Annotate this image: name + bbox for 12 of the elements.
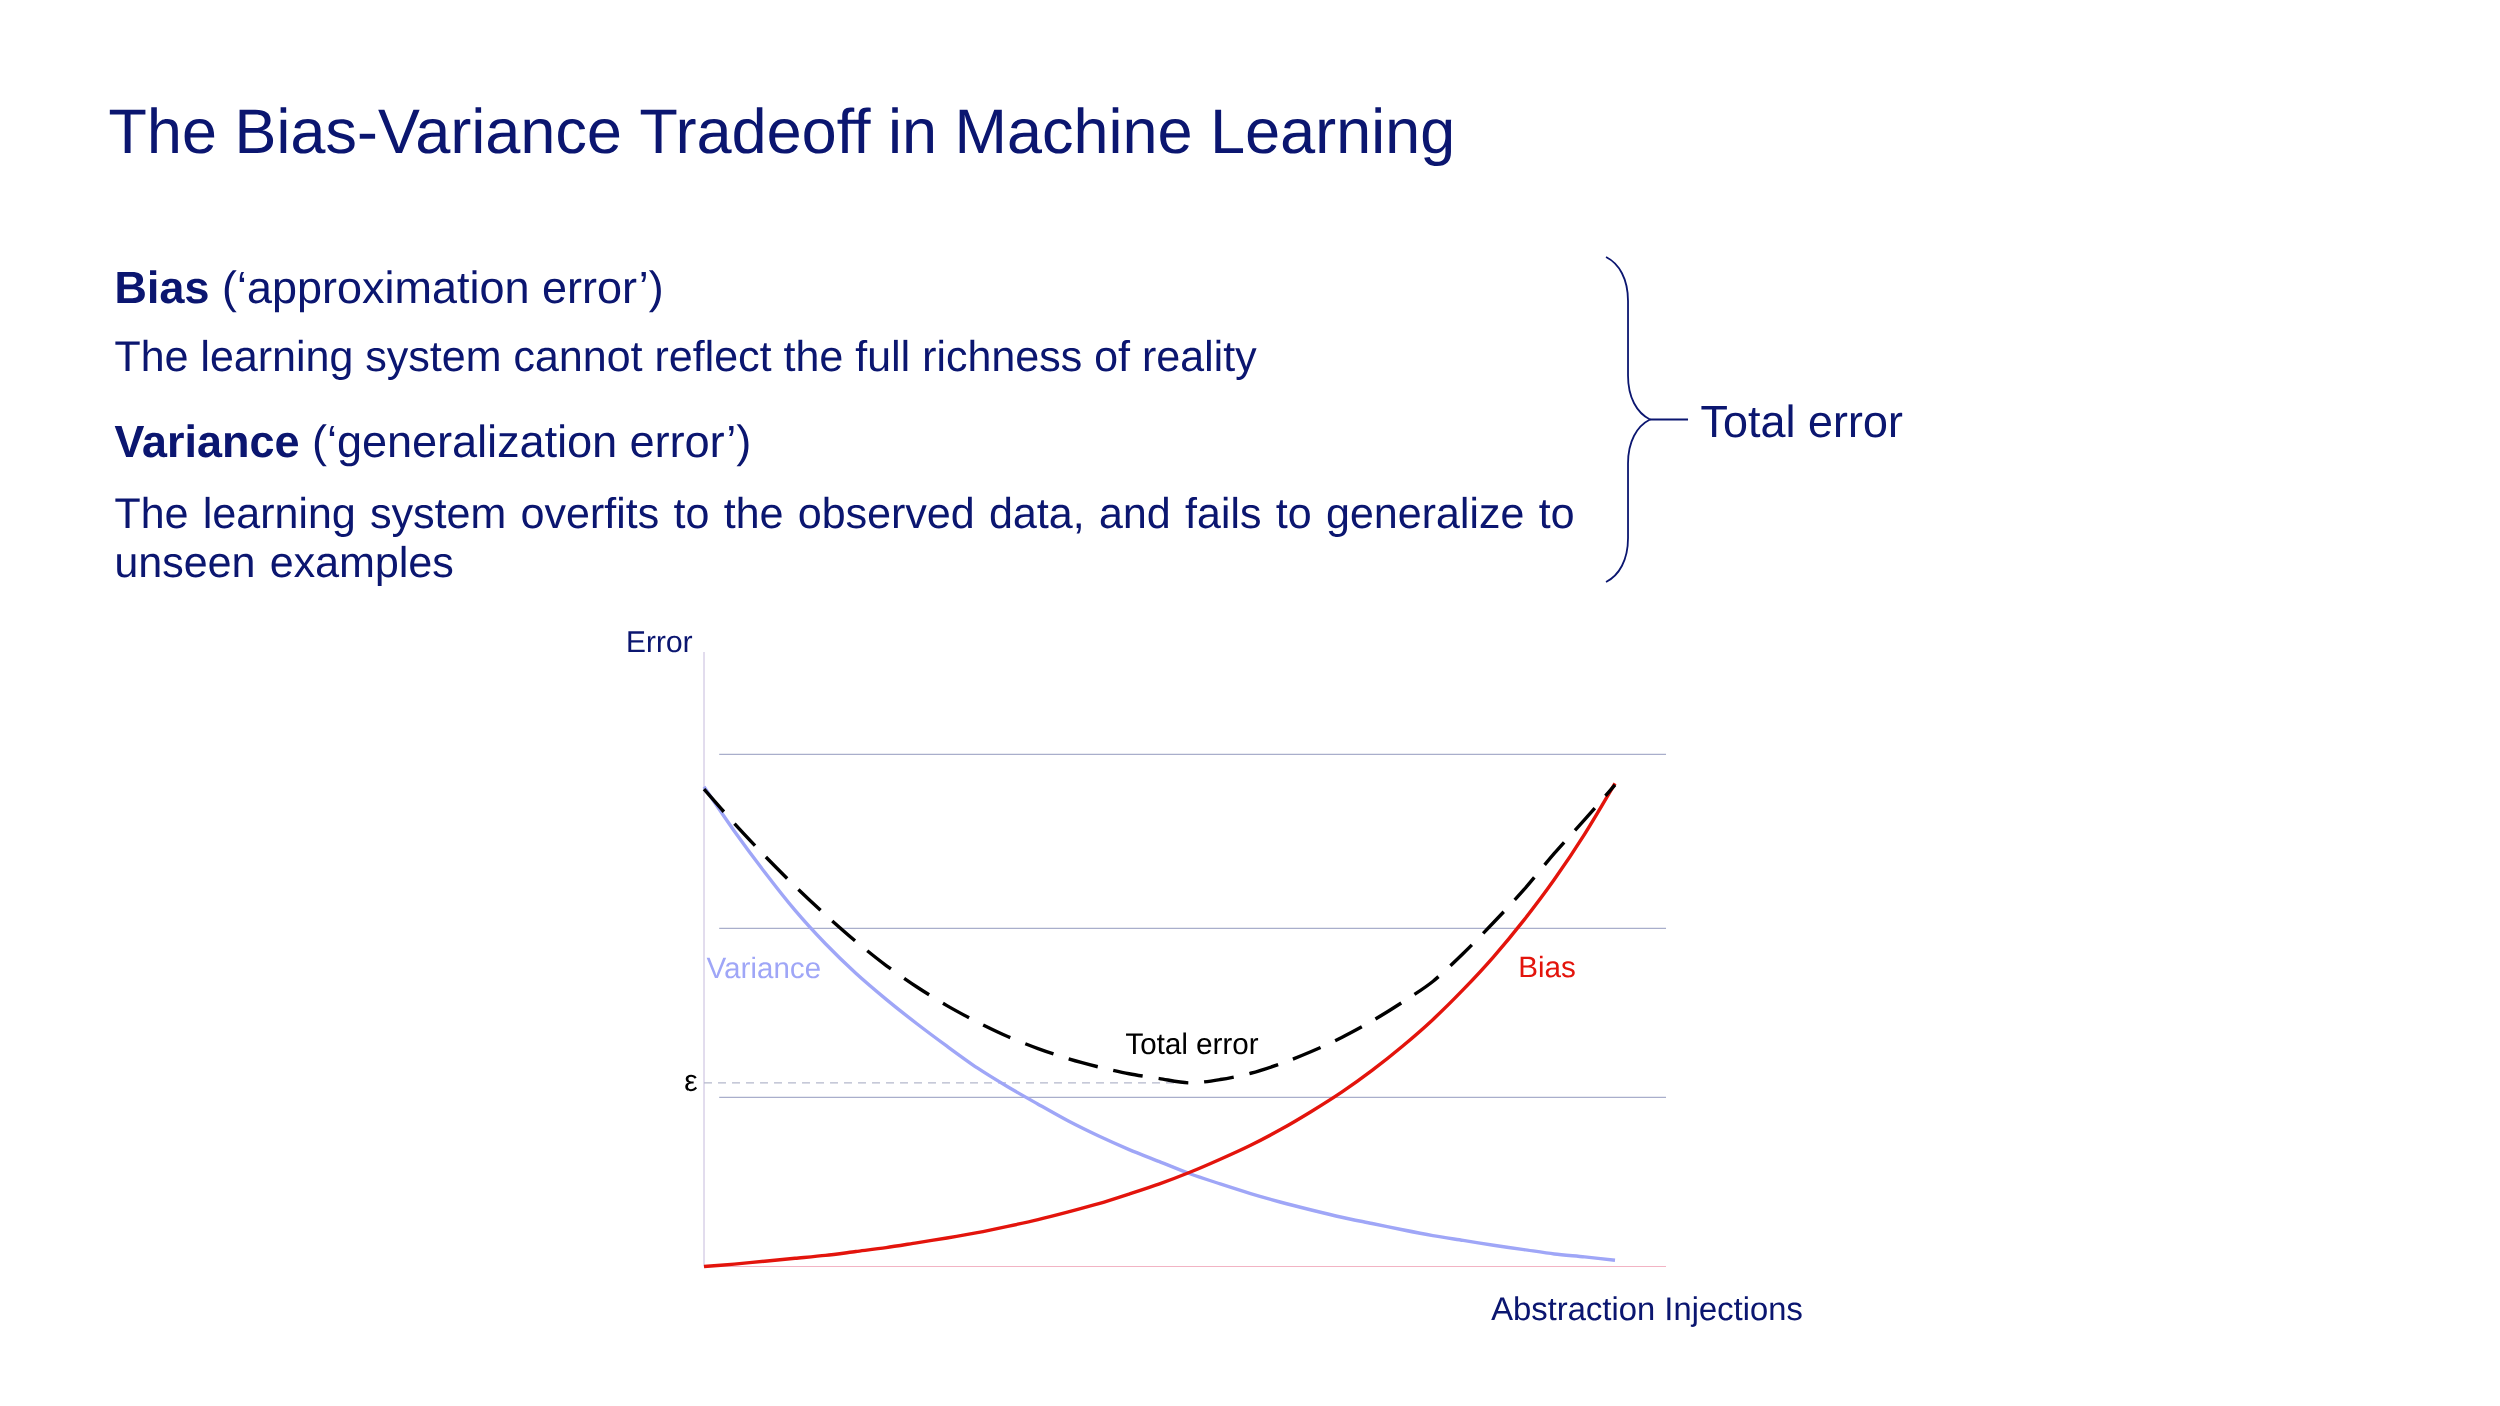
text: The learning system overfits to the observed data, and fails to generalize to unseen examples xyxy=(115,496,1573,586)
series-label: Total error xyxy=(1126,1032,1259,1055)
series-label: Variance xyxy=(706,956,820,979)
series-label: Bias xyxy=(1520,955,1575,978)
text: The learning system cannot reflect the full richness of reality xyxy=(115,339,1257,380)
ref-line-label: ε xyxy=(685,1074,698,1092)
text: Total error xyxy=(1701,404,1903,438)
chart-title: The Bias-Variance Tradeoff in Machine Learning xyxy=(109,107,1452,167)
text: Bias (‘approximation error’) xyxy=(117,270,661,313)
x-axis-title: Abstraction Injections xyxy=(1491,1296,1802,1327)
y-axis-title: Error xyxy=(628,631,693,653)
text: Variance (‘generalization error’) xyxy=(114,424,749,467)
